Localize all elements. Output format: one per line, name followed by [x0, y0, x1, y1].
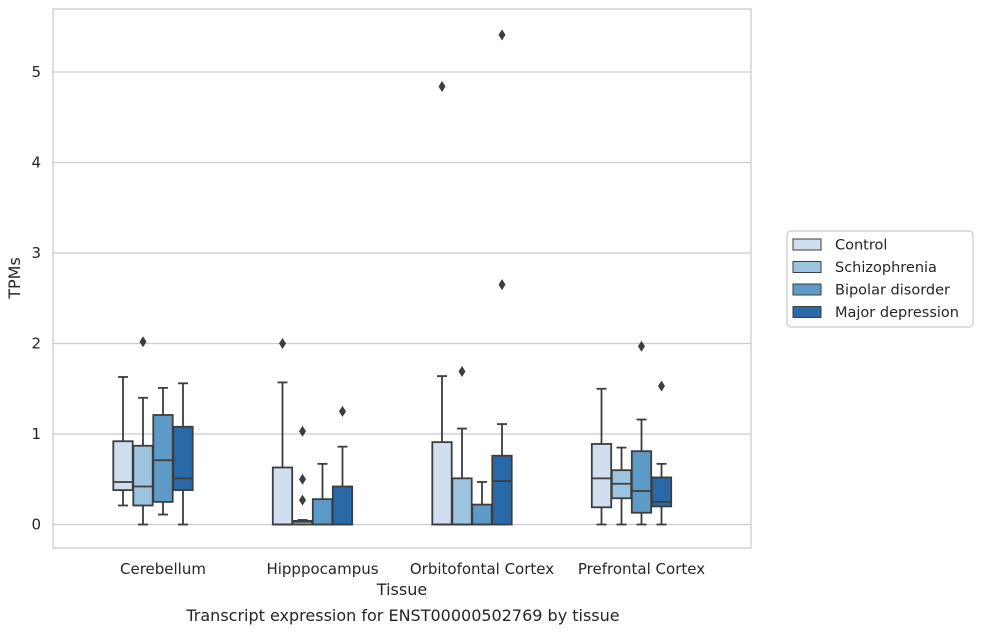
outlier-point	[438, 80, 446, 92]
box	[650, 476, 673, 508]
chart-caption: Transcript expression for ENST0000050276…	[186, 606, 620, 625]
box-2-2	[471, 481, 493, 526]
outlier-point	[139, 336, 147, 348]
box-3-2	[630, 340, 653, 526]
box	[271, 466, 294, 526]
x-axis-ticks: Cerebellum Hipppocampus Orbitofontal Corte…	[120, 560, 705, 578]
y-tick-label: 0	[31, 516, 41, 534]
box	[431, 441, 453, 526]
outlier-point	[299, 494, 306, 506]
outlier-point	[638, 340, 645, 352]
box	[471, 503, 493, 526]
legend-label: Bipolar disorder	[835, 283, 950, 299]
y-axis-ticks: 0 1 2 3 4 5	[31, 63, 41, 534]
y-axis-label: TPMs	[5, 257, 24, 300]
box	[331, 485, 354, 526]
box-plots	[112, 29, 673, 526]
box	[172, 425, 194, 492]
legend-frame	[786, 230, 974, 328]
y-tick-label: 4	[31, 154, 41, 172]
box-1-3	[331, 405, 354, 526]
box-2-3	[491, 29, 513, 526]
box	[152, 414, 174, 503]
box	[491, 454, 513, 526]
y-tick-label: 5	[31, 63, 41, 81]
box	[132, 444, 154, 507]
box-1-0	[271, 338, 294, 526]
box-0-0	[112, 376, 134, 507]
y-tick-label: 2	[31, 335, 41, 353]
outlier-point	[279, 338, 286, 349]
outlier-point	[498, 279, 506, 291]
x-axis-label: Tissue	[376, 580, 427, 599]
legend-label: Schizophrenia	[835, 260, 937, 276]
plot-frame	[52, 8, 752, 549]
box-3-1	[610, 446, 633, 526]
outlier-point	[658, 380, 665, 392]
x-tick-label: Prefrontal Cortex	[578, 560, 705, 578]
legend: Control Schizophrenia Bipolar disorder Majo…	[786, 230, 974, 328]
x-tick-label: Hipppocampus	[266, 560, 378, 578]
box-0-1	[132, 336, 154, 526]
x-tick-label: Cerebellum	[120, 560, 206, 578]
box	[451, 477, 473, 526]
outlier-point	[299, 425, 306, 437]
x-tick-label: Orbitofontal Cortex	[410, 560, 554, 578]
legend-swatch	[792, 306, 822, 318]
box-3-3	[650, 380, 673, 526]
y-tick-label: 3	[31, 244, 41, 262]
legend-swatch	[792, 261, 822, 273]
legend-swatch	[792, 238, 822, 251]
y-tick-label: 1	[31, 425, 41, 443]
box-1-2	[311, 462, 334, 526]
outlier-point	[339, 405, 346, 417]
legend-label: Control	[835, 238, 887, 254]
box	[630, 450, 653, 514]
legend-label: Major depression	[835, 305, 959, 321]
box-2-1	[451, 366, 473, 526]
box	[311, 498, 334, 526]
box-2-0	[431, 80, 453, 526]
box-1-1	[291, 425, 314, 526]
outlier-point	[458, 366, 466, 378]
legend-swatch	[792, 283, 822, 296]
outlier-point	[498, 29, 506, 41]
box	[590, 443, 613, 509]
box-3-0	[590, 387, 613, 526]
outlier-point	[299, 473, 306, 485]
box-0-3	[172, 382, 194, 526]
box-0-2	[152, 386, 174, 516]
